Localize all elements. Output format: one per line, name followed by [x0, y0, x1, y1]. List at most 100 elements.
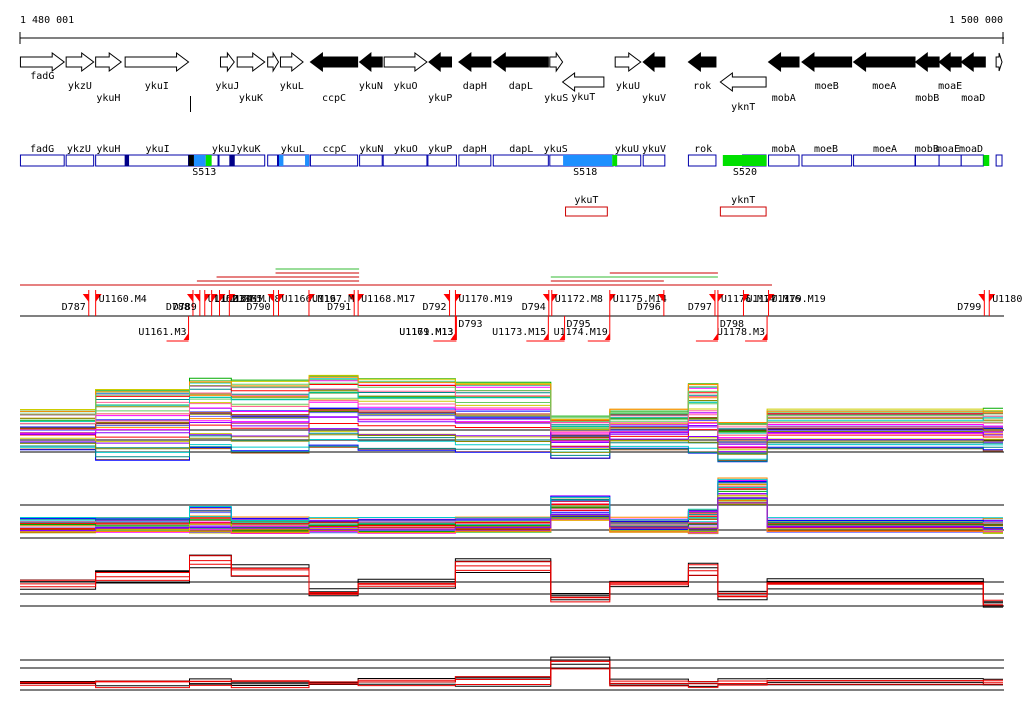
breakpoint-label: D792	[422, 302, 446, 313]
annotation-box	[458, 154, 492, 167]
gene-label: ykuL	[280, 81, 304, 92]
breakpoint-marker	[978, 294, 985, 302]
annotation-label: dapH	[463, 144, 487, 155]
profile-line	[20, 656, 1003, 683]
breakpoint-label: D793	[458, 319, 482, 330]
breakpoint-label: U1180	[992, 294, 1022, 305]
annotation-box	[960, 154, 984, 167]
ruler-end-label: 1 500 000	[949, 15, 1003, 26]
gene-arrow	[279, 51, 304, 73]
breakpoint-marker	[358, 294, 365, 302]
breakpoint-label: U1168.M17	[361, 294, 415, 305]
gene-label: ykuH	[96, 93, 120, 104]
annotation-segment-fill	[229, 155, 235, 166]
expression-profiles-multicolor-a	[20, 374, 1004, 463]
breakpoint-label: U1161.M3	[138, 327, 186, 338]
annotation-segment-fill	[983, 155, 990, 166]
breakpoint-label: U1179.M19	[772, 294, 826, 305]
gene-arrow	[19, 51, 66, 73]
breakpoint-label: U1171.M13	[399, 327, 453, 338]
gene-label: ccpC	[322, 93, 346, 104]
gene-arrow	[458, 52, 492, 72]
gene-label: ykuV	[642, 93, 666, 104]
profile-line	[20, 488, 1003, 526]
profile-line	[20, 500, 1003, 534]
gene-arrow	[492, 52, 549, 72]
transcript-track: ykuT yknT	[565, 195, 767, 217]
annotation-box	[218, 154, 266, 167]
breakpoint-label: U1174.M19	[554, 327, 608, 338]
breakpoint-label: U1176.M14	[721, 294, 775, 305]
breakpoint-marker	[219, 294, 226, 302]
breakpoint-marker	[768, 294, 775, 302]
profile-line	[20, 668, 1003, 689]
profile-line	[20, 499, 1003, 534]
breakpoint-marker	[762, 333, 768, 340]
annotation-segment-fill	[193, 155, 206, 166]
breakpoint-marker	[443, 294, 450, 302]
gene-label: yknT	[731, 102, 755, 113]
segment-label: S518	[573, 167, 597, 178]
profile-line	[20, 434, 1003, 455]
breakpoint-track: D787U1160.M4D788D789U1162.MU1163.MU1164.…	[20, 290, 1022, 342]
gene-label: dapH	[463, 81, 487, 92]
annotation-label: ykuO	[394, 144, 418, 155]
gene-label: moaE	[938, 81, 962, 92]
annotation-label: ykuH	[96, 144, 120, 155]
gene-label: ykzU	[68, 81, 92, 92]
gene-arrow	[383, 52, 428, 72]
breakpoint-marker	[551, 294, 558, 302]
annotation-label: rok	[694, 144, 712, 155]
profile-line	[20, 376, 1003, 423]
annotation-box	[801, 154, 853, 167]
gene-label: ykuN	[359, 81, 383, 92]
gene-arrow	[267, 51, 280, 73]
transcript-box	[719, 206, 767, 217]
gene-arrow	[561, 72, 605, 92]
annotation-label: mobB	[915, 144, 939, 155]
breakpoint-label: U1177.M16	[746, 294, 800, 305]
breakpoint-label: D790	[246, 302, 270, 313]
position-ruler: 1 480 001 1 500 000	[19, 15, 1004, 44]
annotation-label: moeA	[873, 144, 897, 155]
gene-label: ykuP	[428, 93, 452, 104]
gene-arrow	[549, 51, 564, 73]
profile-line	[20, 388, 1003, 430]
gene-arrow	[95, 52, 123, 72]
profile-line	[20, 423, 1003, 449]
breakpoint-label: U1165.M8	[232, 294, 280, 305]
breakpoint-marker	[455, 294, 462, 302]
gene-arrow	[428, 51, 453, 73]
annotation-box	[492, 154, 549, 167]
gene-arrow	[801, 52, 853, 72]
profile-line	[20, 563, 1003, 606]
breakpoint-marker	[193, 294, 200, 302]
breakpoint-label: U1175.M14	[613, 294, 667, 305]
breakpoint-marker	[229, 294, 236, 302]
transcript-label: yknT	[731, 195, 755, 206]
profile-line	[20, 660, 1003, 685]
profile-line	[20, 390, 1003, 432]
profile-line	[20, 478, 1003, 522]
profile-line	[20, 479, 1003, 522]
gene-arrow	[938, 51, 962, 73]
breakpoint-marker	[211, 294, 218, 302]
gene-label: moaD	[961, 93, 985, 104]
gene-label: moeB	[815, 81, 839, 92]
gene-arrow	[309, 52, 359, 72]
gene-label: ykuJ	[215, 81, 239, 92]
breakpoint-label: U1172.M8	[555, 294, 603, 305]
annotation-label: ykuK	[236, 144, 260, 155]
breakpoint-marker	[82, 294, 89, 302]
gene-label: moeA	[872, 81, 896, 92]
annotation-box	[65, 154, 95, 167]
breakpoint-marker	[542, 294, 549, 302]
annotation-label: ykuI	[146, 144, 170, 155]
breakpoint-marker	[204, 294, 211, 302]
gene-label: ykuK	[239, 93, 263, 104]
gene-arrow	[124, 52, 190, 72]
gene-label: mobA	[772, 93, 796, 104]
annotation-label: fadG	[30, 144, 54, 155]
gene-arrow	[65, 52, 95, 72]
annotation-label: ykuL	[281, 144, 305, 155]
